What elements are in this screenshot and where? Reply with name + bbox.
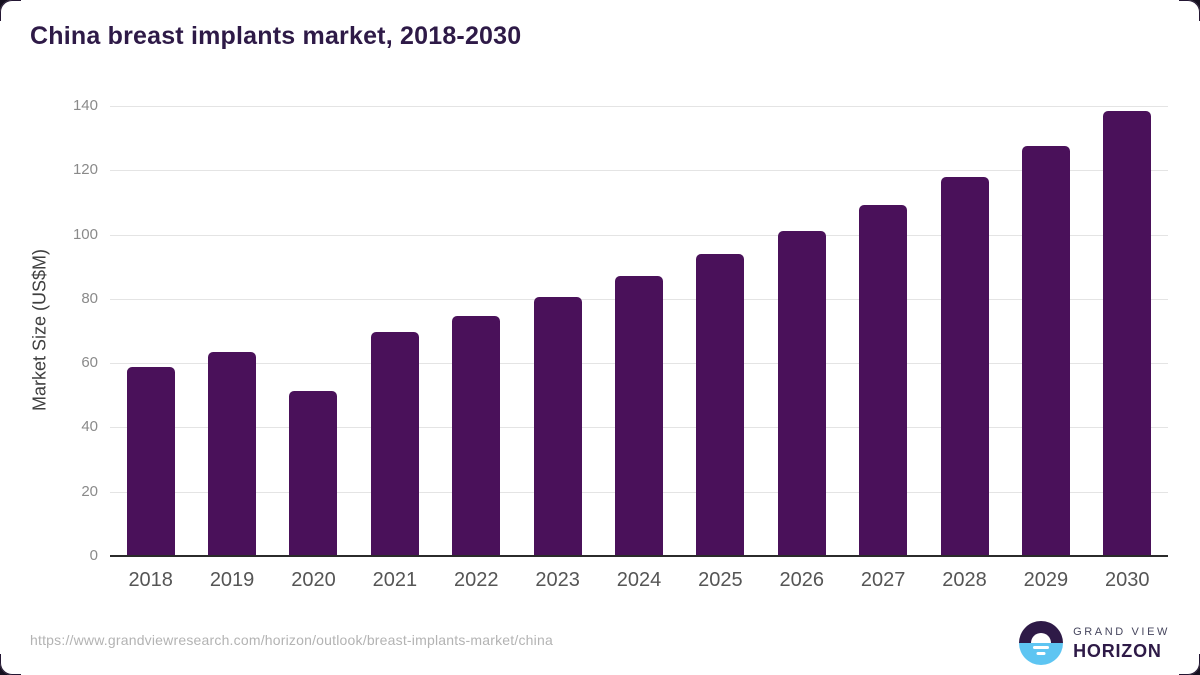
bar-2024 xyxy=(615,276,663,555)
x-tick-label: 2029 xyxy=(1023,569,1069,591)
brand-wordmark: GRAND VIEW HORIZON xyxy=(1073,625,1170,661)
bar-2018 xyxy=(126,366,175,555)
bar-2021 xyxy=(370,331,419,555)
x-axis-line xyxy=(110,555,1168,557)
gridline xyxy=(110,234,1168,236)
bar-2022 xyxy=(452,315,501,555)
y-tick-label: 60 xyxy=(81,354,98,372)
sun-reflection-line xyxy=(1036,652,1046,655)
y-tick-label: 40 xyxy=(81,418,98,436)
plot-area: 0 20 40 60 80 100 120 140 2018 2019 2020 2021 2022 20… xyxy=(73,97,1168,591)
y-axis-title: Market Size (US$M) xyxy=(29,248,50,412)
rounded-corner-top-right xyxy=(1179,0,1200,21)
bar-2020 xyxy=(289,391,338,555)
x-tick-label: 2027 xyxy=(860,569,906,591)
sun-glyph xyxy=(1031,633,1052,643)
bar-2026 xyxy=(777,231,826,555)
x-tick-label: 2023 xyxy=(535,569,580,591)
bar-2030 xyxy=(1103,111,1152,555)
brand-name-bottom: HORIZON xyxy=(1073,640,1162,661)
bar-2025 xyxy=(696,254,745,555)
y-tick-label: 80 xyxy=(81,289,98,307)
x-tick-label: 2025 xyxy=(698,569,743,591)
rounded-corner-bottom-right xyxy=(1179,654,1200,675)
x-tick-label: 2019 xyxy=(209,569,255,591)
sun-reflection-line xyxy=(1033,646,1050,649)
y-tick-label: 120 xyxy=(72,161,98,179)
y-tick-label: 100 xyxy=(72,225,98,243)
brand-name-top: GRAND VIEW xyxy=(1073,625,1170,638)
chart-title: China breast implants market, 2018-2030 xyxy=(30,22,522,50)
x-tick-label: 2020 xyxy=(291,569,336,591)
bar-2027 xyxy=(859,205,908,555)
y-tick-label: 20 xyxy=(81,482,98,500)
rounded-corner-bottom-left xyxy=(0,654,21,675)
x-tick-label: 2030 xyxy=(1105,569,1150,591)
x-tick-label: 2022 xyxy=(453,569,499,591)
bar-2023 xyxy=(533,296,582,555)
x-tick-label: 2021 xyxy=(372,569,418,591)
x-tick-label: 2028 xyxy=(942,569,987,591)
x-tick-label: 2024 xyxy=(616,569,662,591)
brand-logo: GRAND VIEW HORIZON xyxy=(1019,620,1170,666)
bar-2019 xyxy=(208,351,257,555)
bar-2029 xyxy=(1021,145,1070,555)
x-tick-label: 2018 xyxy=(128,569,173,591)
bar-2028 xyxy=(940,176,989,555)
horizon-sunset-icon xyxy=(1019,621,1064,665)
rounded-corner-top-left xyxy=(0,0,21,21)
source-url-text: https://www.grandviewresearch.com/horizo… xyxy=(30,632,553,648)
gridline xyxy=(110,170,1168,172)
y-tick-label: 140 xyxy=(72,97,98,114)
gridline xyxy=(110,106,1168,107)
y-tick-label: 0 xyxy=(89,547,98,564)
x-tick-label: 2026 xyxy=(779,569,825,591)
